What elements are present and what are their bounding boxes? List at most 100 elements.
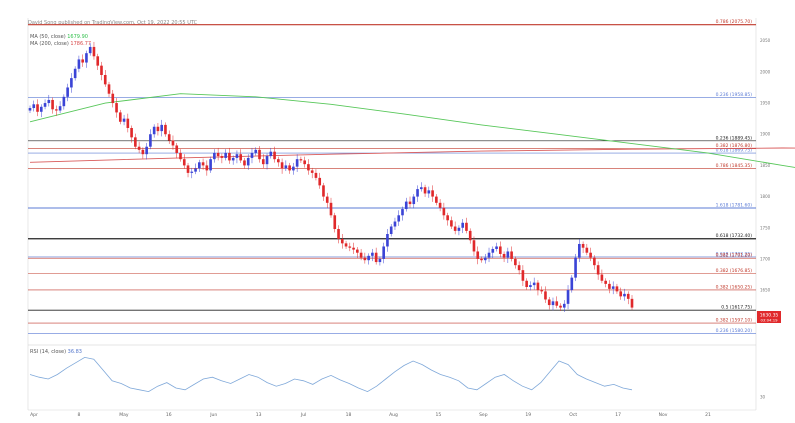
- candle-body-3: [39, 106, 43, 112]
- price-tag-bg: [757, 311, 781, 323]
- candle-body-110: [442, 207, 446, 216]
- candle-body-145: [574, 257, 577, 278]
- candle-body-149: [589, 252, 592, 258]
- candle-body-114: [457, 227, 461, 231]
- candle-body-113: [453, 226, 457, 231]
- rsi-legend: RSI (14, close) 36.83: [30, 349, 82, 355]
- candle-body-127: [506, 251, 510, 258]
- candle-body-16: [88, 46, 92, 54]
- candle-body-80: [329, 202, 333, 216]
- candle-body-141: [559, 305, 562, 308]
- candle-body-123: [491, 248, 495, 253]
- fibonacci-levels: 0.786 (2075.70) 0.236 (1958.85) 0.236 (188…: [28, 19, 756, 334]
- candle-body-115: [461, 222, 465, 228]
- candle-body-85: [348, 246, 352, 248]
- fib-label-10: 0.382 (1676.85): [716, 268, 753, 274]
- time-axis: Apr 8 May 16 Jun 13 Jul 18 Aug 15 Sep 19 Oct 17 Nov 21: [30, 412, 711, 418]
- candle-body-50: [216, 152, 220, 157]
- time-label-11: 19: [525, 412, 531, 418]
- candle-body-139: [551, 301, 555, 306]
- candle-body-25: [122, 118, 126, 122]
- candle-body-14: [81, 59, 84, 63]
- candle-body-130: [517, 265, 521, 271]
- candle-body-11: [70, 78, 73, 88]
- candle-body-105: [423, 187, 427, 194]
- candle-body-122: [487, 252, 491, 258]
- candle-body-35: [160, 124, 164, 132]
- candle-body-57: [243, 160, 246, 166]
- chart-header: David Song published on TradingView.com,…: [28, 20, 198, 26]
- fib-label-12: 0.5 (1617.75): [721, 305, 752, 311]
- time-label-15: 21: [705, 412, 711, 418]
- fib-label-2: 0.236 (1889.45): [716, 135, 753, 141]
- candle-body-116: [465, 222, 468, 231]
- time-label-10: Sep: [479, 412, 488, 418]
- price-tag: 1630.35 03:04:19: [757, 311, 781, 323]
- candle-body-26: [126, 118, 130, 128]
- rsi-pane: 30: [29, 356, 766, 400]
- candle-body-49: [213, 152, 216, 160]
- candle-body-24: [118, 112, 122, 122]
- candle-body-47: [205, 165, 209, 171]
- candle-body-91: [371, 252, 374, 256]
- candle-body-103: [416, 189, 419, 197]
- candle-body-13: [77, 59, 81, 69]
- candle-body-86: [352, 247, 355, 250]
- candle-body-9: [62, 96, 66, 107]
- candle-body-23: [115, 103, 118, 113]
- candle-body-75: [310, 170, 314, 173]
- candle-body-109: [438, 202, 442, 208]
- candle-body-101: [408, 201, 412, 205]
- candle-body-138: [547, 299, 551, 306]
- candle-body-61: [258, 149, 261, 160]
- price-tick-6: 1750: [760, 225, 771, 230]
- price-tick-0: 2050: [760, 38, 771, 43]
- fib-label-5: 0.786 (1845.35): [716, 163, 753, 169]
- candle-body-34: [156, 126, 160, 132]
- candle-body-76: [314, 172, 318, 178]
- candle-body-48: [209, 159, 212, 171]
- candle-body-79: [325, 196, 329, 203]
- candle-body-54: [231, 157, 235, 161]
- fib-label-1: 0.236 (1958.85): [716, 92, 753, 98]
- candle-body-19: [100, 65, 103, 75]
- candles: [28, 41, 634, 312]
- candle-body-136: [540, 290, 544, 292]
- candle-body-108: [435, 196, 438, 203]
- candle-body-17: [92, 46, 96, 57]
- sma50-value: 1679.90: [67, 34, 88, 40]
- sma200-label: MA (200, close): [30, 41, 69, 47]
- candle-body-131: [521, 270, 525, 281]
- candle-body-72: [299, 159, 303, 161]
- candle-body-107: [431, 190, 434, 197]
- candle-body-52: [224, 152, 227, 158]
- rsi-value: 36.83: [67, 349, 82, 355]
- candle-body-31: [145, 146, 148, 155]
- time-label-2: May: [119, 412, 129, 418]
- sma200-value: 1786.77: [70, 41, 92, 47]
- candle-body-59: [250, 152, 254, 158]
- fib-label-4: 0.618 (1869.75): [716, 148, 753, 154]
- candle-body-140: [555, 301, 559, 306]
- candle-body-29: [137, 146, 141, 150]
- time-label-6: Jul: [300, 412, 306, 418]
- candle-body-137: [544, 291, 547, 300]
- candle-body-4: [43, 103, 47, 107]
- candle-body-18: [96, 56, 100, 66]
- candle-body-20: [103, 75, 107, 85]
- time-label-13: 17: [615, 412, 621, 418]
- price-tick-8: 1650: [760, 288, 771, 293]
- fib-label-8: 0.618 (1703.25): [716, 251, 753, 257]
- candle-body-117: [468, 230, 472, 241]
- candle-body-119: [476, 251, 480, 259]
- candle-body-15: [85, 53, 88, 63]
- candle-body-36: [164, 124, 167, 135]
- candle-body-73: [303, 160, 306, 165]
- candle-body-39: [175, 145, 179, 153]
- candle-body-40: [179, 152, 182, 160]
- candle-body-53: [228, 152, 231, 161]
- sma50-line: [29, 93, 795, 168]
- candle-body-10: [66, 87, 69, 97]
- candle-body-74: [307, 164, 310, 171]
